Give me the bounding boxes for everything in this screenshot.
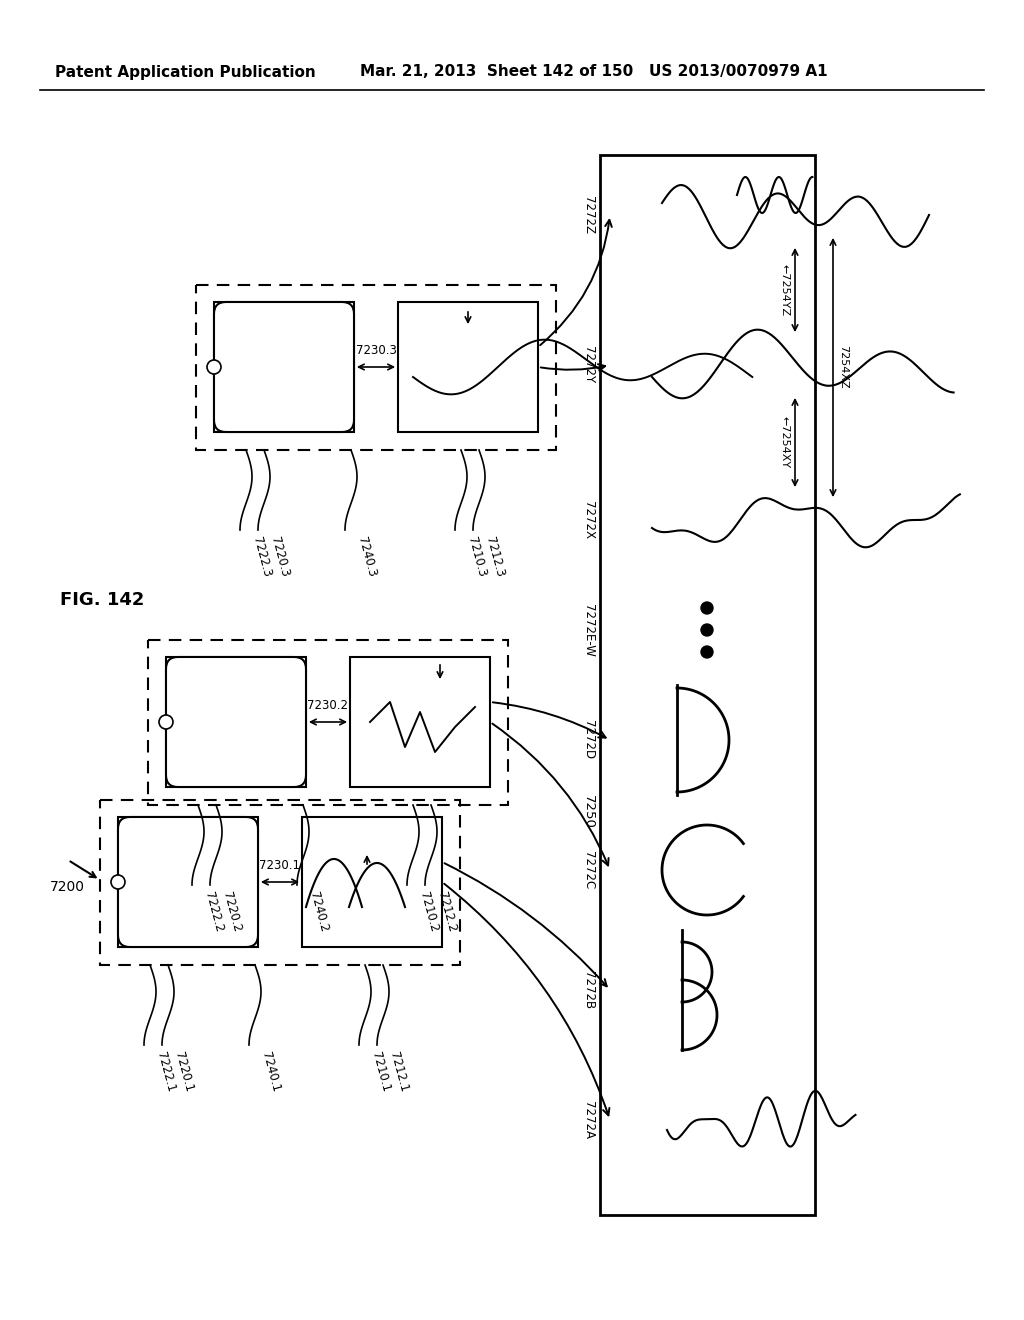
Text: 7272C: 7272C: [582, 851, 595, 890]
Circle shape: [111, 875, 125, 888]
Text: 7210.3: 7210.3: [465, 535, 488, 578]
Text: 7210.1: 7210.1: [369, 1049, 392, 1093]
Text: Patent Application Publication: Patent Application Publication: [55, 65, 315, 79]
Text: 7220.2: 7220.2: [220, 890, 244, 933]
Text: 7240.1: 7240.1: [259, 1049, 283, 1093]
Circle shape: [207, 360, 221, 374]
Bar: [600, 154, 815, 1214]
Text: 7272Y: 7272Y: [582, 346, 595, 384]
FancyBboxPatch shape: [214, 302, 354, 432]
Text: 7240.3: 7240.3: [355, 535, 378, 578]
Bar: [118, 817, 258, 946]
Text: ←7254YZ: ←7254YZ: [780, 264, 790, 315]
Text: Mar. 21, 2013  Sheet 142 of 150   US 2013/0070979 A1: Mar. 21, 2013 Sheet 142 of 150 US 2013/0…: [360, 65, 827, 79]
FancyBboxPatch shape: [166, 657, 306, 787]
Text: 7230.3: 7230.3: [355, 345, 396, 356]
Bar: [196, 285, 556, 450]
Circle shape: [701, 624, 713, 636]
Text: 7272E-W: 7272E-W: [582, 603, 595, 656]
FancyBboxPatch shape: [118, 817, 258, 946]
Circle shape: [701, 602, 713, 614]
Text: 7240.2: 7240.2: [307, 890, 330, 933]
Bar: [100, 800, 460, 965]
Bar: [302, 817, 442, 946]
Text: 7254XZ: 7254XZ: [838, 346, 848, 389]
Circle shape: [701, 645, 713, 657]
Text: 7222.2: 7222.2: [202, 890, 225, 933]
Text: 7272D: 7272D: [582, 721, 595, 759]
Text: 7220.1: 7220.1: [172, 1049, 196, 1093]
Bar: [166, 657, 306, 787]
Text: ←7254XY: ←7254XY: [780, 416, 790, 469]
Bar: [398, 302, 538, 432]
Text: 7250: 7250: [582, 795, 595, 829]
Text: 7212.1: 7212.1: [387, 1049, 411, 1093]
Circle shape: [159, 715, 173, 729]
Bar: [214, 302, 354, 432]
Text: 7212.3: 7212.3: [483, 535, 506, 578]
Text: 7222.1: 7222.1: [154, 1049, 177, 1093]
Text: 7272A: 7272A: [582, 1101, 595, 1139]
Text: 7212.2: 7212.2: [435, 890, 458, 933]
Text: 7272Z: 7272Z: [582, 195, 595, 234]
Text: 7200: 7200: [50, 880, 85, 894]
Text: FIG. 142: FIG. 142: [60, 591, 144, 609]
Text: 7222.3: 7222.3: [250, 535, 273, 578]
Bar: [350, 657, 490, 787]
Text: 7210.2: 7210.2: [417, 890, 440, 933]
Text: 7230.1: 7230.1: [259, 859, 300, 873]
Text: 7272X: 7272X: [582, 502, 595, 539]
Text: 7230.2: 7230.2: [307, 700, 348, 711]
Bar: [148, 640, 508, 805]
Text: 7220.3: 7220.3: [268, 535, 291, 578]
Text: 7272B: 7272B: [582, 972, 595, 1008]
